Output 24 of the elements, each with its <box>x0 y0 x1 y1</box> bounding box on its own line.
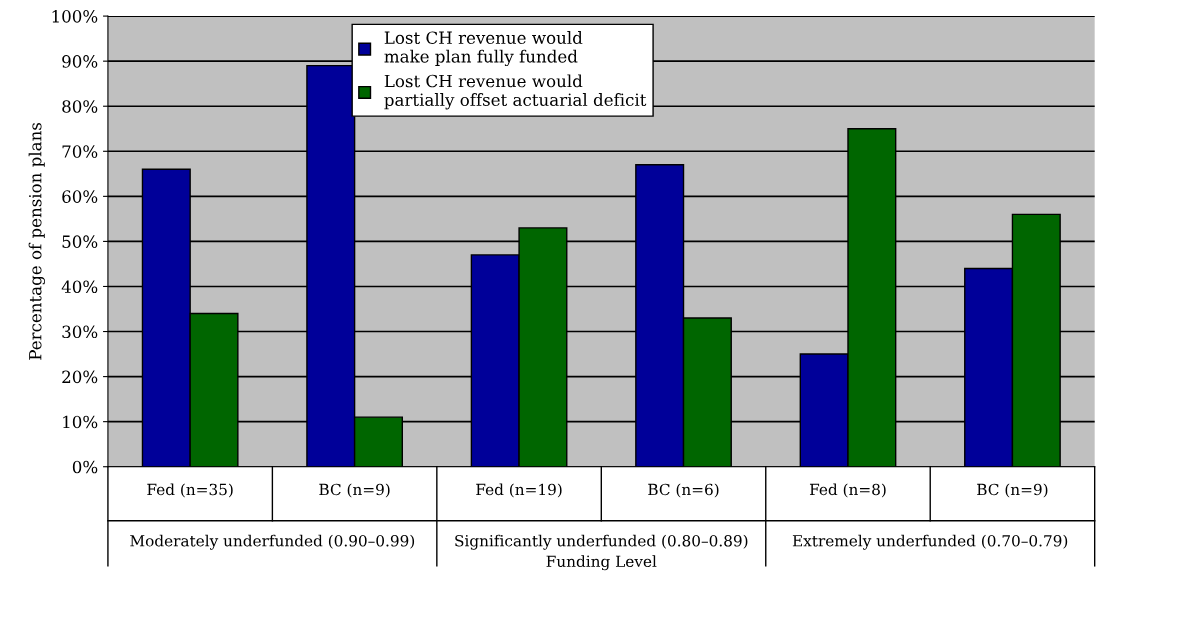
y-tick-label: 90% <box>62 55 98 68</box>
text: Extremely underfunded (0.70–0.79) <box>792 534 1068 550</box>
y-tick-label: 0% <box>72 460 98 474</box>
x-tick-label: Fed (n=35) <box>147 483 233 498</box>
x-tick-label: BC (n=9) <box>319 483 390 498</box>
text: Significantly underfunded (0.80–0.89) <box>455 534 748 550</box>
legend-label: Lost CH revenue would partially offset actuarial deficit <box>384 74 647 110</box>
y-tick-label: 30% <box>62 325 98 339</box>
y-tick-label: 50% <box>62 235 98 248</box>
y-tick-label: 10% <box>63 415 98 429</box>
y-tick-label: 100% <box>52 10 98 23</box>
x-tick-label: BC (n=6) <box>648 483 719 498</box>
y-tick-label: 40% <box>61 280 98 294</box>
y-tick-label: 20% <box>62 370 98 384</box>
y-tick-label: 60% <box>62 190 98 203</box>
x-axis-title: Funding Level <box>546 555 657 571</box>
x-tick-label: Fed (n=8) <box>809 483 886 498</box>
y-tick-label: 80% <box>62 100 98 113</box>
legend-label: Lost CH revenue would make plan fully funded <box>384 31 583 67</box>
x-tick-label: Fed (n=19) <box>476 483 562 498</box>
y-axis-title: Percentage of pension plans <box>28 122 45 360</box>
x-tick-label: BC (n=9) <box>977 483 1048 498</box>
y-tick-label: 70% <box>62 145 98 158</box>
text: Moderately underfunded (0.90–0.99) <box>130 534 415 550</box>
